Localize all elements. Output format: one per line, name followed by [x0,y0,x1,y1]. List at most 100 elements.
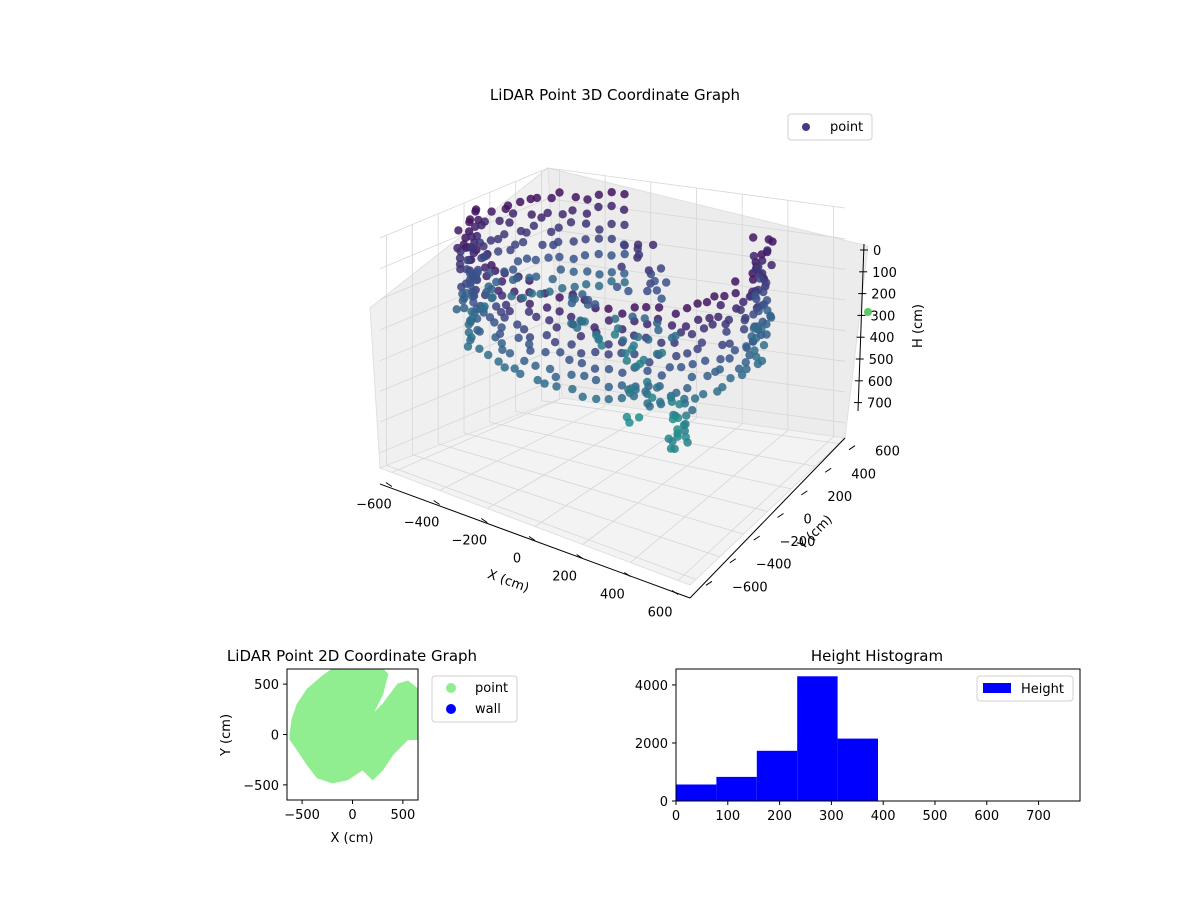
scatter-point-3d [639,355,648,365]
scatter-point-3d [496,308,506,317]
scatter-point-3d [475,238,485,247]
scatter-point-3d [558,284,567,293]
scatter-point-3d [510,364,519,373]
scatter-point-3d [472,274,481,284]
scatter-point-3d [536,289,545,299]
scatter-point-3d [538,240,547,250]
scatter-point-3d [620,190,629,199]
y-tick-label-hist: 2000 [635,737,668,752]
scatter-point-3d [475,344,484,353]
scatter-point-3d [701,356,710,365]
scatter-point-3d [460,303,469,313]
scatter-point-3d [618,368,627,377]
scatter-point-3d [742,364,751,374]
scatter-point-3d [518,293,528,303]
grid-line-h-back [547,382,846,424]
scatter-point-3d [567,340,576,349]
scatter-point-3d [532,272,541,281]
scatter-point-3d [718,383,727,392]
plot-2d-legend-marker-wall [446,704,456,714]
scatter-point-3d [565,355,574,365]
x-tick-label-hist: 0 [672,809,680,824]
scatter-point-3d [683,349,692,358]
scatter-point-3d [456,247,465,256]
scatter-point-3d [643,399,652,408]
scatter-point-3d [665,363,674,372]
scatter-point-3d [514,333,523,343]
scatter-point-3d [620,249,629,259]
scatter-point-3d [567,319,576,328]
scatter-point-3d [468,288,478,297]
y-tick-3d [777,513,784,518]
scatter-point-3d [531,255,540,265]
scatter-point-3d [680,394,689,404]
scatter-point-3d [505,218,514,227]
z-tick-label-3d: 0 [873,244,881,259]
x-tick-label-3d: 0 [513,552,521,567]
scatter-point-3d [532,312,541,322]
scatter-point-3d [556,265,565,274]
scatter-point-3d [693,344,702,354]
scatter-point-3d [552,382,561,391]
scatter-point-3d [762,278,771,287]
scatter-point-3d [567,370,576,379]
scatter-point-3d [668,415,678,424]
scatter-point-3d [740,316,749,325]
scatter-point-3d [580,371,589,381]
x-tick-label-hist: 700 [1026,809,1051,824]
x-tick-3d [433,500,440,505]
scatter-point-3d [470,222,480,231]
scatter-point-3d [652,383,662,392]
grid-line-x-floor [582,423,743,545]
histogram-bar [756,750,798,801]
scatter-point-3d [578,392,587,401]
scatter-point-3d [751,333,761,343]
scatter-point-3d [547,193,556,203]
grid-line-y-floor [463,432,768,512]
scatter-point-3d [487,261,496,270]
scatter-point-3d [627,384,636,393]
y-tick-label-3d: 600 [875,445,900,460]
scatter-point-3d [742,342,751,351]
scatter-point-3d [554,223,563,232]
scatter-point-3d [617,262,626,271]
scatter-point-3d [462,288,471,298]
scatter-point-3d [455,253,465,263]
scatter-point-3d [525,299,534,309]
z-tick-label-3d: 400 [870,331,895,346]
scatter-point-3d [541,348,550,357]
grid-line-h-back [547,290,846,332]
z-tick-label-3d: 200 [871,288,896,303]
scatter-point-3d [642,303,651,312]
scatter-point-3d [525,340,534,349]
histogram-bar [676,784,717,801]
scatter-point-3d [571,193,580,202]
scatter-point-3d [688,360,697,369]
plot-2d-legend-label-point: point [475,681,508,696]
scatter-point-3d [681,419,690,429]
scatter-point-3d [705,313,714,323]
scatter-point-3d [621,349,630,358]
scatter-point-3d [487,207,496,216]
x-tick-label-2d: 500 [390,808,415,823]
scatter-point-3d [666,393,676,402]
plot-3d-y-axis [689,437,846,599]
scatter-point-3d [507,292,516,301]
scatter-point-3d [513,320,522,329]
scatter-point-3d [673,425,682,434]
y-tick-3d [705,580,713,586]
scatter-point-3d [500,267,509,276]
scatter-point-3d [486,268,495,277]
scatter-point-3d [577,359,587,368]
scatter-point-3d [690,394,700,403]
scatter-point-3d [657,348,667,358]
scatter-point-3d [506,245,515,255]
scatter-point-3d [500,230,509,239]
y-tick-label-3d: 400 [851,467,876,482]
scatter-point-3d [555,293,564,302]
scatter-point-3d [594,281,604,291]
scatter-point-3d [497,291,507,300]
scatter-point-3d [488,293,497,302]
scatter-point-3d [607,251,616,260]
scatter-point-3d [569,254,578,264]
